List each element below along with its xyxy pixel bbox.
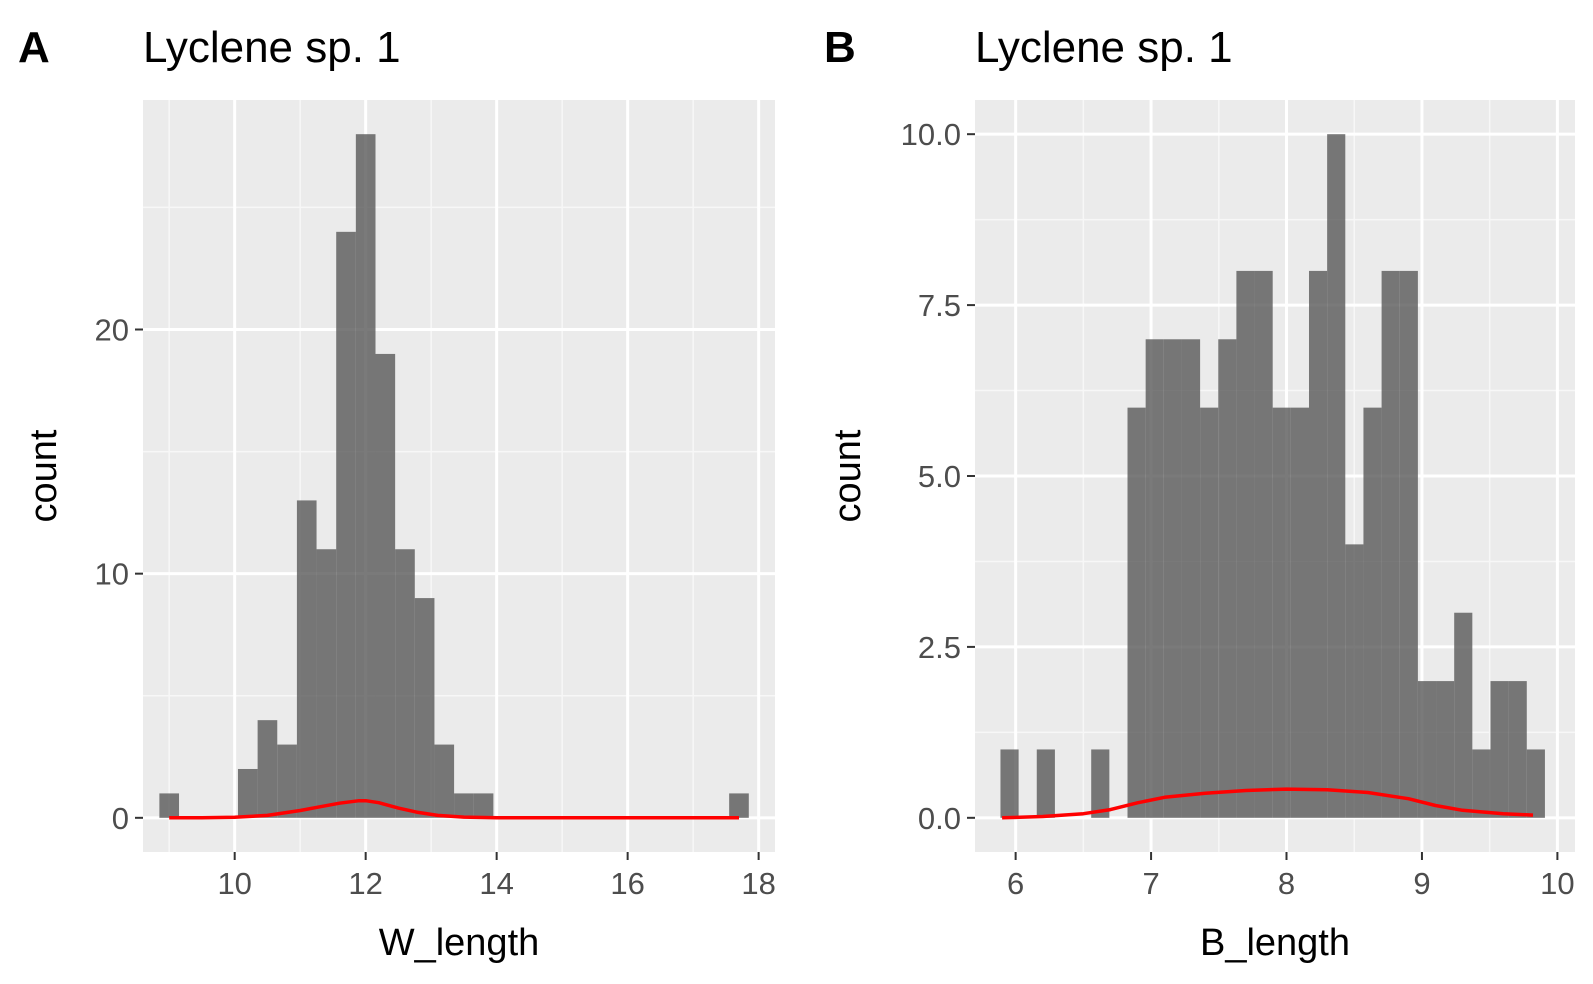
y-axis-b: 0.0 2.5 5.0 7.5 10.0	[901, 117, 975, 836]
x-tick-label: 10	[217, 866, 251, 901]
y-tick-label: 0.0	[918, 801, 961, 836]
histogram-bar	[1399, 270, 1418, 818]
histogram-bar	[1327, 134, 1346, 818]
x-axis-title-b: B_length	[1200, 922, 1350, 964]
histogram-bar	[1454, 612, 1473, 818]
histogram-bar	[296, 500, 317, 818]
x-tick-label: 6	[1007, 866, 1024, 901]
histogram-bar	[434, 744, 455, 818]
histogram-bar	[257, 720, 278, 818]
histogram-bar	[1145, 339, 1164, 818]
y-tick-label: 0	[112, 801, 129, 836]
bars-b	[1000, 134, 1545, 818]
bars-a	[159, 134, 749, 818]
y-axis-a: 0 10 20	[95, 313, 143, 836]
chart-title-a: Lyclene sp. 1	[143, 23, 401, 72]
histogram-bar	[355, 134, 376, 818]
histogram-bar	[729, 793, 749, 818]
panel-b: B Lyclene sp. 1 6 7 8 9 10 0.02.55.07.510.0 …	[824, 23, 1575, 964]
histogram-bar	[1490, 681, 1509, 818]
x-tick-label: 9	[1413, 866, 1430, 901]
density-curve-a	[169, 798, 739, 820]
histogram-bar	[1236, 270, 1255, 818]
histogram-bar	[454, 793, 474, 818]
x-axis-a: 10 12 14 16 18	[217, 852, 776, 901]
histogram-bar	[1036, 749, 1055, 818]
histogram-bar	[1181, 339, 1201, 818]
histogram-bar	[1163, 339, 1182, 818]
histogram-bar	[336, 231, 356, 818]
y-tick-label: 20	[95, 313, 129, 348]
x-tick-label: 14	[479, 866, 513, 901]
x-tick-label: 12	[348, 866, 382, 901]
histogram-bar	[1381, 270, 1400, 818]
histogram-bar	[1200, 407, 1219, 818]
density-line	[1002, 787, 1534, 820]
histogram-bar	[1417, 681, 1437, 818]
density-curve-b	[1002, 787, 1534, 820]
histogram-bar	[1363, 407, 1382, 818]
histogram-bar	[277, 744, 297, 818]
y-tick-label: 5.0	[918, 459, 961, 494]
histogram-bar	[414, 598, 435, 818]
x-axis-b: 6 7 8 9 10	[1007, 852, 1575, 901]
histogram-bar	[1127, 407, 1146, 818]
histogram-bar	[1436, 681, 1455, 818]
histogram-bar	[1472, 749, 1491, 818]
x-tick-label: 10	[1540, 866, 1574, 901]
histogram-bar	[1218, 339, 1237, 818]
y-axis-title-b: count	[827, 429, 869, 522]
histogram-bar	[1091, 749, 1110, 818]
histogram-bar	[1254, 270, 1273, 818]
x-tick-label: 16	[610, 866, 644, 901]
density-line	[169, 798, 739, 820]
chart-title-b: Lyclene sp. 1	[975, 23, 1233, 72]
panel-label-b: B	[824, 23, 856, 72]
histogram-bar	[375, 353, 396, 818]
panel-label-a: A	[18, 23, 50, 72]
histogram-bar	[1526, 749, 1545, 818]
panel-a: A Lyclene sp. 1 10 12 14 16 18 0 10 20 W_lengt…	[18, 23, 776, 964]
histogram-bar	[395, 549, 415, 818]
y-axis-title-a: count	[23, 429, 65, 522]
y-tick-label: 10	[95, 557, 129, 592]
histogram-bar	[1272, 407, 1291, 818]
histogram-bar	[473, 793, 494, 818]
histogram-bar	[1345, 544, 1364, 818]
histogram-bar	[1000, 749, 1019, 818]
histogram-bar	[1290, 407, 1309, 818]
x-tick-label: 18	[741, 866, 775, 901]
y-tick-label: 2.5	[918, 630, 961, 665]
y-tick-label: 10.0	[901, 117, 961, 152]
histogram-bar	[159, 793, 180, 818]
x-tick-label: 8	[1278, 866, 1295, 901]
histogram-bar	[1308, 270, 1328, 818]
x-tick-label: 7	[1142, 866, 1159, 901]
plot-background-a	[143, 100, 775, 852]
histogram-bar	[316, 549, 337, 818]
histogram-bar	[1508, 681, 1527, 818]
y-tick-label: 7.5	[918, 288, 961, 323]
histogram-bar	[237, 768, 258, 818]
x-axis-title-a: W_length	[379, 922, 540, 964]
